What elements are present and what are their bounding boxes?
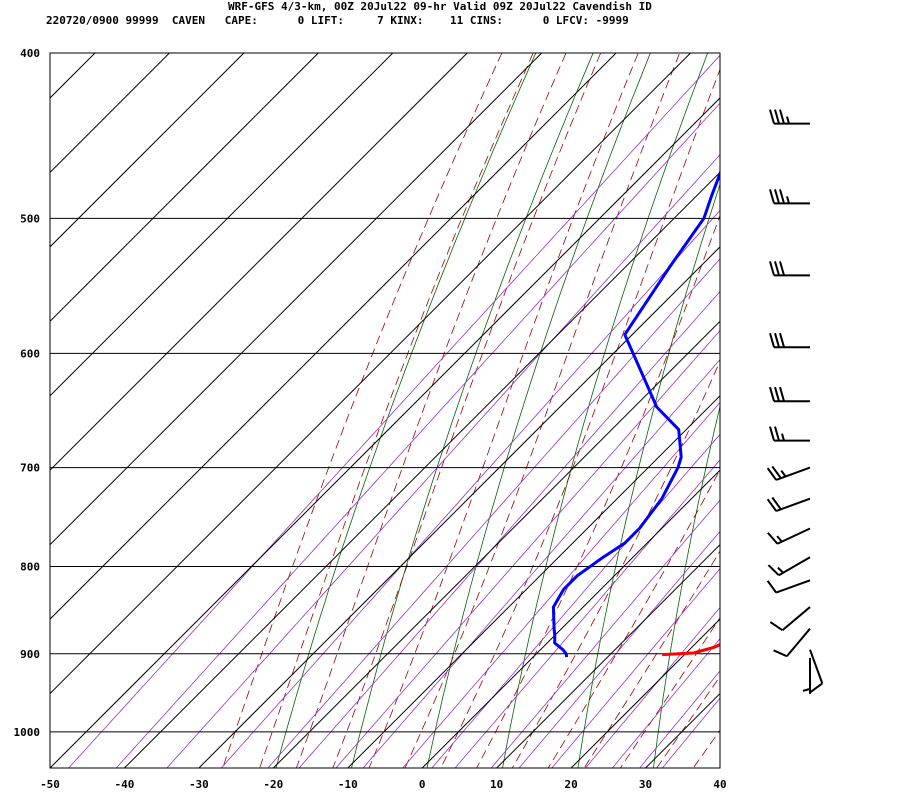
wind-barb — [769, 109, 810, 125]
isotherm-line — [50, 53, 245, 248]
pressure-tick-label: 700 — [20, 462, 40, 475]
temperature-profile-line — [662, 643, 720, 657]
wind-barb — [769, 332, 810, 349]
wind-barb — [769, 261, 810, 277]
moist-adiabat-line — [511, 360, 720, 768]
temperature-tick-label: 0 — [419, 778, 426, 791]
mixing-ratio-line — [68, 54, 720, 768]
moist-adiabat-line — [547, 468, 720, 768]
isotherm-line — [50, 53, 468, 471]
wind-barb — [809, 649, 824, 693]
moist-adiabat-line — [222, 53, 503, 768]
isotherm-line — [50, 53, 617, 620]
isotherm-line — [645, 692, 720, 768]
wind-barb — [766, 496, 811, 512]
isotherm-line — [50, 53, 691, 695]
moist-adiabat-line — [725, 15, 900, 775]
moist-adiabat-line — [295, 53, 567, 768]
dry-adiabat-line — [653, 404, 720, 768]
moist-adiabat-line — [368, 53, 639, 768]
isotherm-line — [347, 395, 720, 768]
mixing-ratio-line — [362, 359, 720, 768]
isotherm-line — [50, 53, 543, 546]
temperature-tick-label: -50 — [40, 778, 60, 791]
temperature-tick-label: -30 — [189, 778, 209, 791]
pressure-tick-label: 400 — [20, 47, 40, 60]
wind-barb — [767, 527, 811, 545]
temperature-tick-label: 10 — [490, 778, 503, 791]
wind-barb — [767, 556, 811, 577]
mixing-ratio-line — [518, 530, 720, 768]
wind-barb — [766, 465, 811, 481]
mixing-ratio-line — [431, 433, 720, 768]
mixing-ratio-line — [585, 606, 720, 768]
wind-barb — [773, 628, 811, 658]
station-info: 220720/0900 99999 CAVEN CAPE: 0 LIFT: 7 … — [46, 14, 629, 27]
mixing-ratio-line — [298, 290, 720, 768]
temperature-tick-label: 30 — [639, 778, 652, 791]
moist-adiabat-line — [619, 617, 720, 768]
wind-barb — [769, 426, 810, 442]
dry-adiabat-line — [880, 15, 900, 775]
wind-barb — [769, 386, 810, 403]
mixing-ratio-line — [639, 670, 720, 768]
wind-barb — [802, 657, 811, 694]
dry-adiabat-line — [502, 53, 709, 768]
wind-barb — [769, 606, 811, 632]
isotherm-line — [50, 53, 394, 397]
moist-adiabat-line — [440, 68, 720, 768]
moist-adiabat-line — [404, 53, 681, 768]
mixing-ratio-line — [115, 102, 720, 768]
dewpoint-profile-line — [551, 169, 720, 658]
mixing-ratio-line — [166, 154, 720, 768]
dry-adiabat-line — [804, 15, 900, 775]
isotherm-line — [570, 618, 720, 768]
pressure-tick-label: 900 — [20, 648, 40, 661]
wind-barb — [766, 579, 811, 594]
isotherm-line — [272, 320, 720, 768]
mixing-ratio-line — [454, 459, 720, 768]
dry-adiabat-line — [351, 53, 594, 768]
isotherm-line — [50, 53, 319, 323]
dry-adiabat-line — [577, 183, 720, 768]
mixing-ratio-line — [267, 258, 720, 768]
moist-adiabat-line — [583, 550, 720, 768]
isotherm-line — [50, 97, 720, 768]
mixing-ratio-line — [661, 697, 720, 768]
temperature-tick-label: -20 — [263, 778, 283, 791]
dry-adiabat-line — [426, 53, 651, 768]
wind-barb — [769, 189, 810, 205]
pressure-tick-label: 1000 — [14, 726, 41, 739]
pressure-tick-label: 600 — [20, 347, 40, 360]
mixing-ratio-line — [611, 638, 720, 768]
isotherm-line — [198, 246, 720, 768]
temperature-tick-label: 20 — [564, 778, 577, 791]
dry-adiabat-line — [275, 53, 537, 768]
pressure-tick-label: 800 — [20, 561, 40, 574]
temperature-tick-label: 40 — [713, 778, 726, 791]
temperature-tick-label: -10 — [338, 778, 358, 791]
isotherm-line — [50, 53, 96, 99]
isotherm-line — [496, 543, 720, 768]
isotherm-line — [421, 469, 720, 768]
pressure-tick-label: 500 — [20, 212, 40, 225]
moist-adiabat-line — [259, 53, 534, 768]
chart-title: WRF-GFS 4/3-km, 00Z 20Jul22 09-hr Valid … — [228, 0, 652, 13]
mixing-ratio-line — [220, 209, 720, 768]
mixing-ratio-line — [335, 330, 720, 768]
mixing-ratio-line — [402, 401, 720, 768]
moist-adiabat-line — [476, 214, 720, 768]
temperature-tick-label: -40 — [115, 778, 135, 791]
moist-adiabat-line — [332, 53, 602, 768]
mixing-ratio-line — [490, 499, 720, 768]
mixing-ratio-line — [551, 568, 720, 768]
isotherm-line — [124, 171, 720, 768]
plot-frame — [49, 52, 721, 769]
